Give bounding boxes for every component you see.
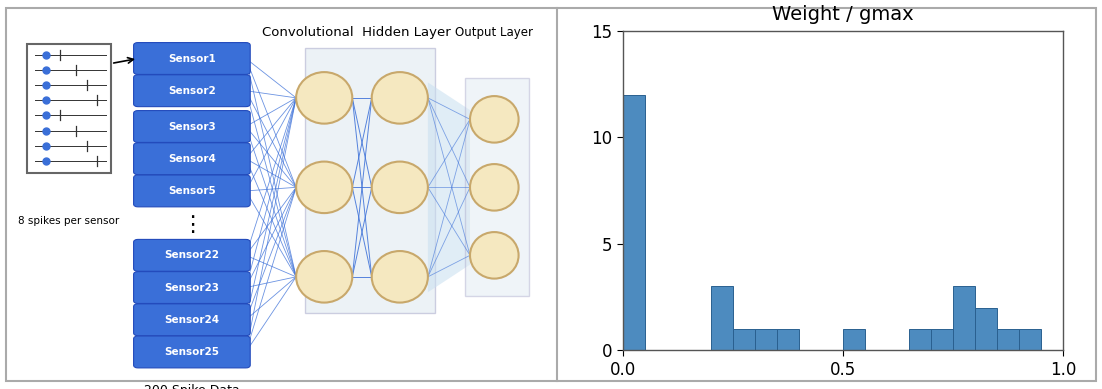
Text: Sensor2: Sensor2 (168, 86, 216, 96)
Polygon shape (428, 82, 469, 292)
Text: Sensor24: Sensor24 (164, 315, 219, 325)
FancyBboxPatch shape (133, 239, 250, 271)
Bar (28, 44, 111, 173)
Text: Convolutional  Hidden Layer: Convolutional Hidden Layer (262, 26, 451, 39)
Text: Output Layer: Output Layer (455, 26, 533, 39)
FancyBboxPatch shape (133, 272, 250, 303)
Ellipse shape (296, 161, 353, 213)
Text: Sensor23: Sensor23 (164, 282, 219, 293)
Bar (909, 329, 931, 350)
Bar (755, 329, 777, 350)
Bar (711, 286, 733, 350)
FancyBboxPatch shape (133, 336, 250, 368)
Bar (843, 329, 865, 350)
Ellipse shape (469, 232, 519, 279)
Ellipse shape (469, 164, 519, 210)
Ellipse shape (371, 251, 428, 303)
FancyBboxPatch shape (133, 110, 250, 142)
Title: Weight / gmax: Weight / gmax (773, 5, 914, 24)
Text: Sensor4: Sensor4 (168, 154, 216, 164)
FancyBboxPatch shape (133, 304, 250, 336)
Bar (465, 78, 529, 296)
FancyBboxPatch shape (133, 143, 250, 175)
Ellipse shape (296, 72, 353, 124)
Text: ⋮: ⋮ (181, 215, 203, 235)
Text: Sensor25: Sensor25 (164, 347, 219, 357)
Text: Sensor3: Sensor3 (168, 121, 216, 131)
Ellipse shape (296, 251, 353, 303)
Bar (777, 329, 799, 350)
FancyBboxPatch shape (133, 75, 250, 107)
Text: Sensor1: Sensor1 (168, 54, 216, 63)
Bar (733, 329, 755, 350)
Ellipse shape (371, 161, 428, 213)
Bar (997, 329, 1019, 350)
Bar (623, 95, 645, 350)
Bar (1019, 329, 1041, 350)
Bar (931, 329, 953, 350)
Ellipse shape (469, 96, 519, 143)
Bar (975, 308, 997, 350)
Ellipse shape (371, 72, 428, 124)
Text: Sensor5: Sensor5 (168, 186, 216, 196)
Text: Sensor22: Sensor22 (164, 251, 219, 260)
FancyBboxPatch shape (133, 175, 250, 207)
Bar (953, 286, 975, 350)
FancyBboxPatch shape (133, 42, 250, 74)
Text: 200 Spike Data: 200 Spike Data (144, 384, 240, 389)
Text: 8 spikes per sensor: 8 spikes per sensor (19, 216, 120, 226)
Bar (305, 48, 435, 313)
